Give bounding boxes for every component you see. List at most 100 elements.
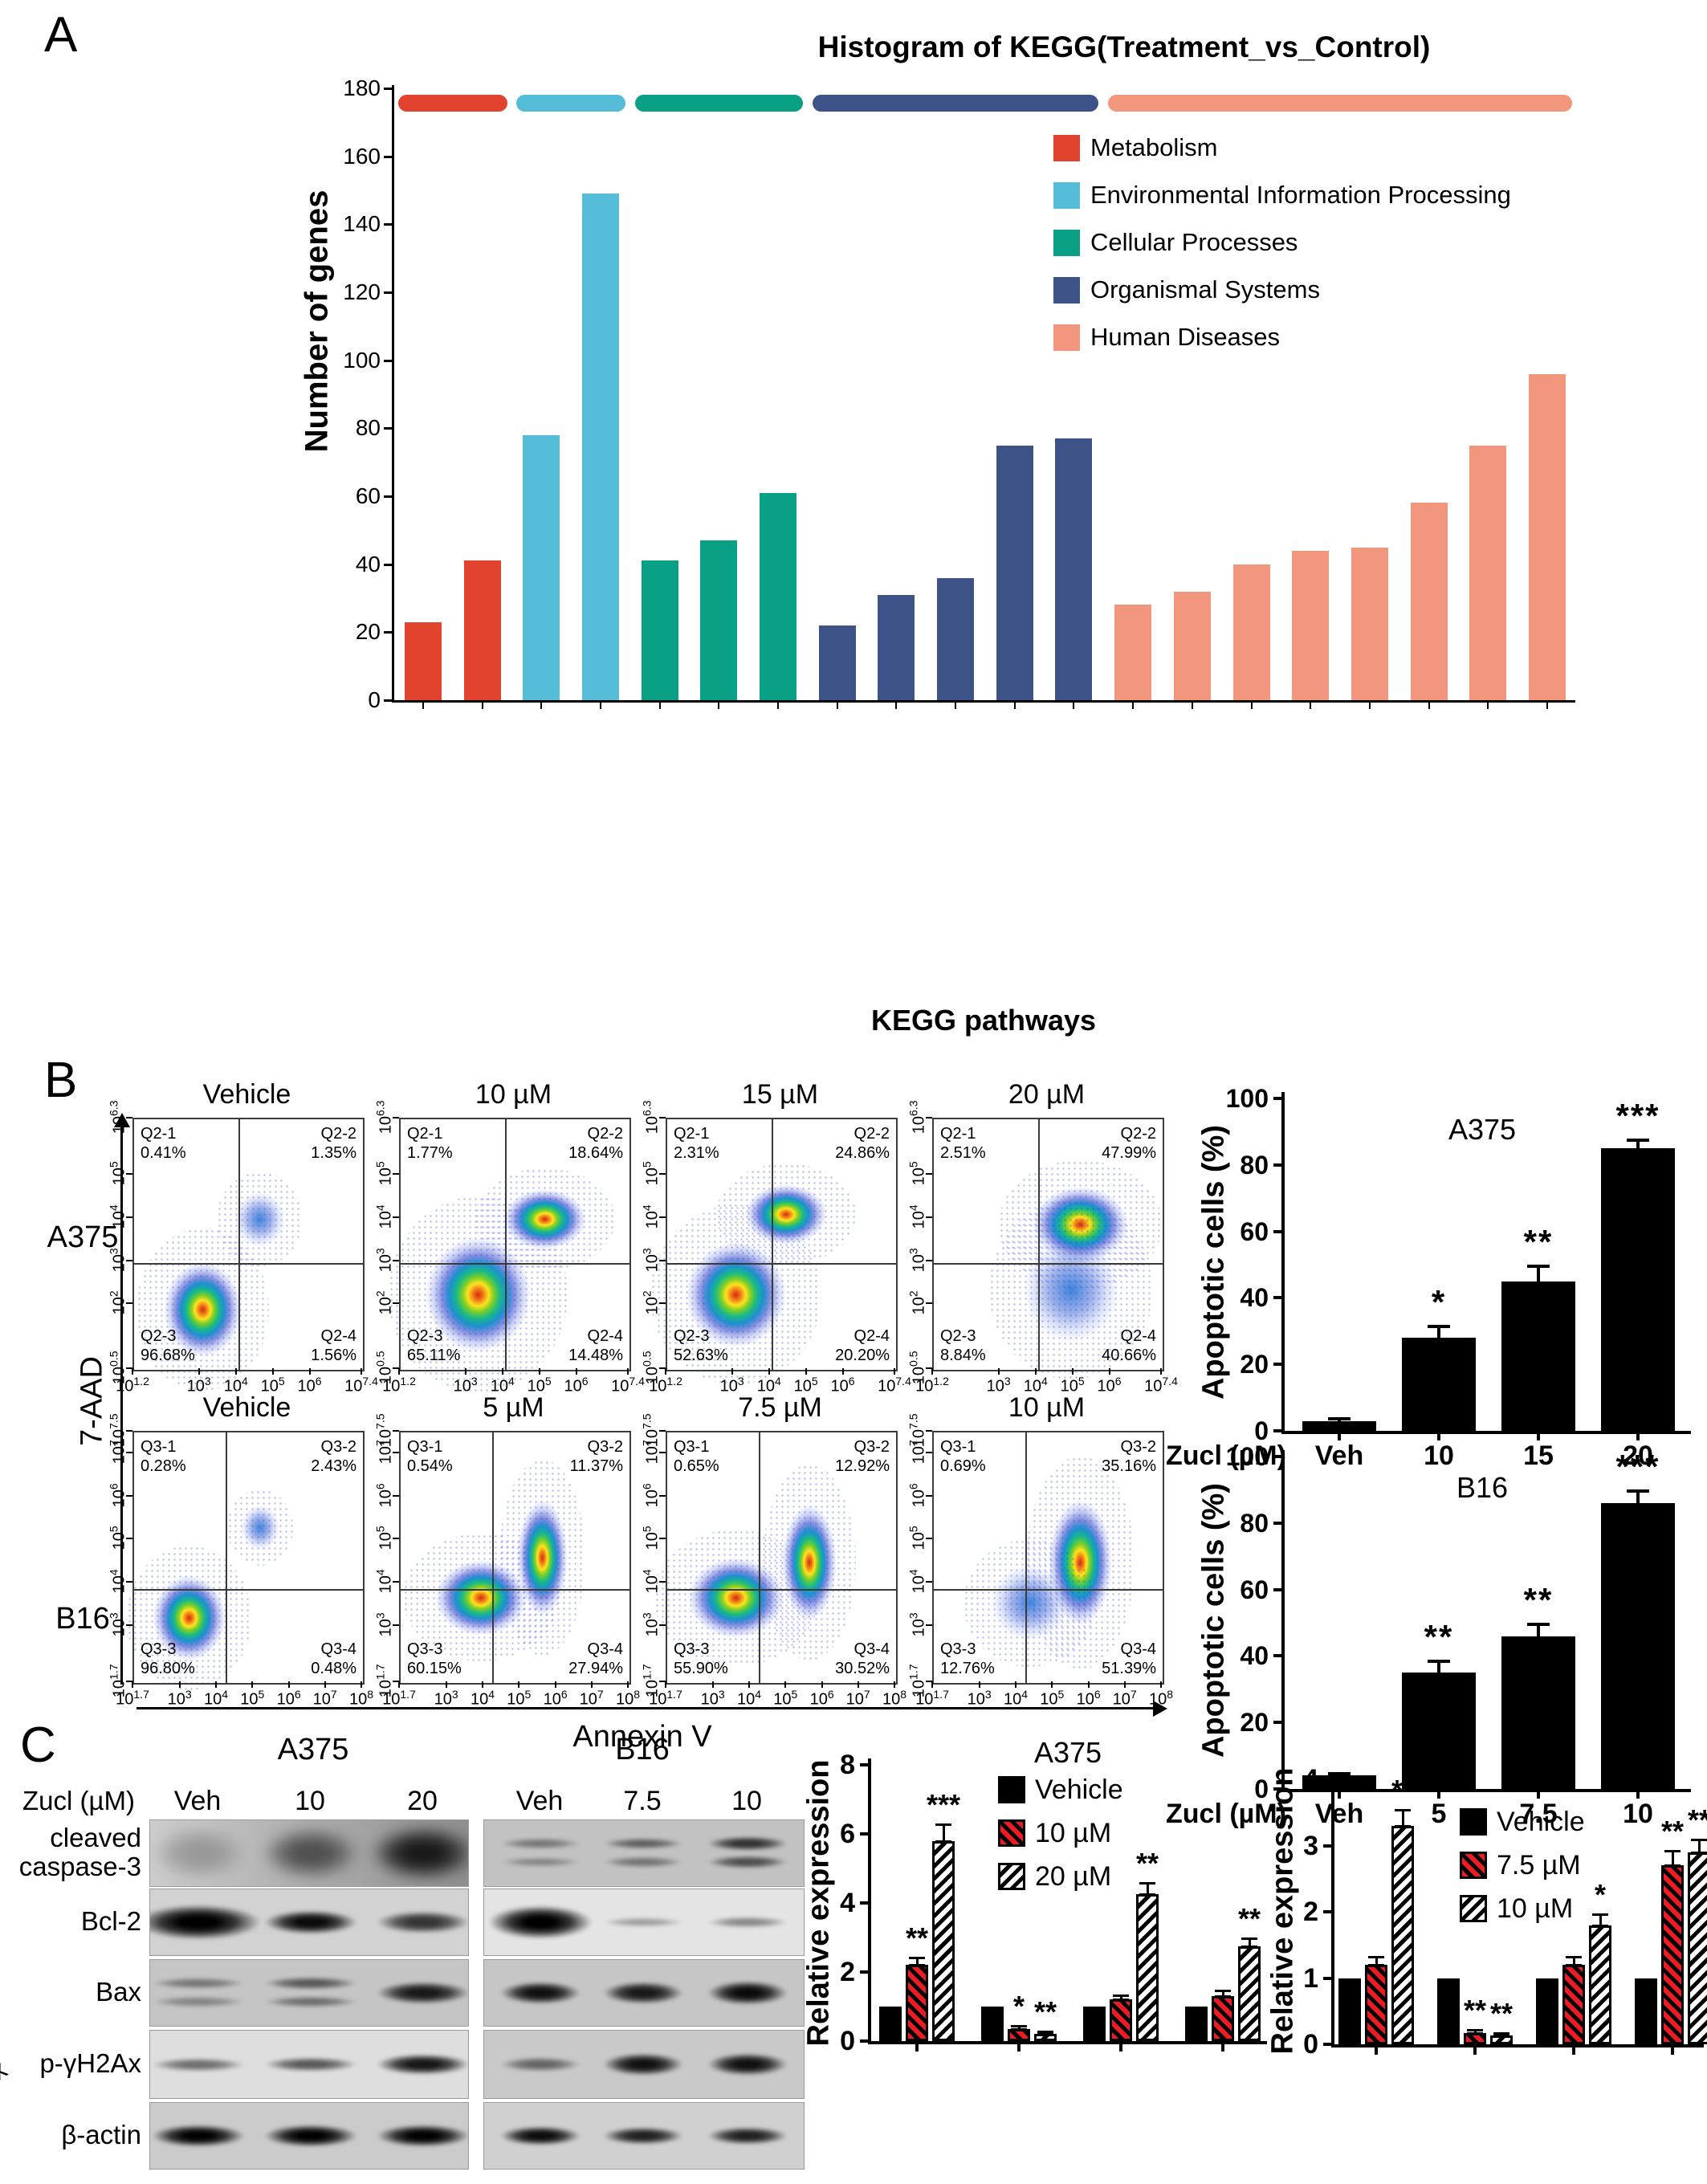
blot-row-label: Bcl-2	[80, 1905, 141, 1936]
apoptosis-y-tick-label: 60	[1240, 1575, 1269, 1604]
kegg-chart-title: Histogram of KEGG(Treatment_vs_Control)	[817, 31, 1431, 63]
flow-y-tick-label: 101.7	[906, 1664, 928, 1698]
flow-x-tick-label: 101.2	[915, 1375, 949, 1396]
scatter-cluster	[687, 1558, 784, 1638]
flow-y-tick-mark	[659, 1430, 666, 1432]
flow-x-tick-mark	[748, 1681, 751, 1688]
legend-item-label: Cellular Processes	[1090, 228, 1298, 256]
expression-y-tick-label: 1	[1303, 1962, 1318, 1994]
flow-x-tick-mark	[1015, 1681, 1017, 1688]
kegg-y-tick-mark	[384, 631, 392, 634]
flow-y-tick-mark	[393, 1494, 399, 1497]
legend-swatch-icon	[1460, 1895, 1487, 1922]
quadrant-hline	[134, 1589, 363, 1591]
kegg-group-span-environmental-information-processing	[516, 95, 626, 112]
kegg-y-tick-mark	[384, 155, 392, 158]
flow-x-tick-mark	[1108, 1368, 1110, 1375]
flow-x-tick-mark	[1071, 1368, 1073, 1375]
significance-stars: **	[1463, 1994, 1487, 2027]
flow-plot-title: 5 µM	[483, 1392, 544, 1423]
quadrant-vline	[1038, 1119, 1041, 1370]
flow-x-tick-mark	[857, 1681, 859, 1688]
apoptosis-y-tick-mark	[1273, 1296, 1281, 1300]
flow-y-tick-mark	[393, 1430, 399, 1432]
expression-x-tick-mark	[1119, 2044, 1122, 2052]
error-bar-cap	[1566, 1956, 1582, 1959]
quadrant-label-tr: Q2-2 24.86%	[835, 1125, 890, 1162]
expression-y-tick-mark	[860, 1970, 868, 1974]
apoptosis-x-tick-label: Veh	[1314, 1440, 1364, 1471]
flow-y-tick-label: 107.5	[640, 1413, 662, 1448]
blot-band	[603, 2126, 683, 2145]
apoptosis-y-tick-label: 80	[1240, 1150, 1269, 1180]
error-bar-cap	[1037, 2031, 1053, 2034]
quadrant-label-tl: Q2-1 2.31%	[674, 1125, 719, 1162]
kegg-x-tick-mark	[1368, 702, 1371, 709]
apoptosis-y-tick-label: 20	[1240, 1350, 1269, 1379]
flow-x-tick-label: 104	[756, 1375, 781, 1396]
flow-x-tick-label: 105	[1060, 1375, 1085, 1396]
flow-x-tick-label: 104	[203, 1688, 229, 1709]
expression-y-tick-label: 8	[840, 1750, 855, 1780]
error-bar-line	[1573, 1956, 1575, 1965]
expression-y-tick-label: 0	[840, 2026, 855, 2056]
flow-plot-b16-vehicle: Q3-1 0.28% Q3-2 2.43% Q3-3 96.80% Q3-4 0.48%	[126, 1431, 365, 1691]
scatter-cluster	[503, 1189, 586, 1250]
significance-stars: **	[1687, 1803, 1707, 1837]
flow-x-tick-mark	[518, 1681, 520, 1688]
flow-row-label-a375: A375	[47, 1220, 119, 1254]
apoptosis-bar	[1302, 1420, 1376, 1431]
flow-y-tick-label: 100.5	[640, 1351, 662, 1385]
apoptosis-x-tick-mark	[1636, 1792, 1640, 1799]
expression-y-tick-mark	[1323, 1778, 1331, 1781]
blot-band	[500, 2126, 581, 2145]
flow-x-tick-mark	[768, 1368, 770, 1375]
flow-x-tick-label: 103	[186, 1375, 211, 1396]
kegg-group-span-metabolism	[398, 95, 507, 112]
apoptosis-y-tick-label: 0	[1254, 1416, 1269, 1445]
flow-y-tick-mark	[126, 1624, 132, 1627]
scatter-cluster	[517, 1500, 568, 1616]
flow-y-tick-mark	[926, 1367, 932, 1369]
flow-x-tick-label: 107.4	[344, 1375, 378, 1396]
expression-bar	[1136, 1894, 1159, 2041]
flow-y-tick-label: 107.5	[107, 1413, 128, 1448]
expression-y-tick-label: 3	[1303, 1830, 1318, 1861]
expression-y-tick-mark	[1323, 1910, 1331, 1913]
flow-x-tick-mark	[234, 1368, 237, 1375]
blot-strip	[483, 1959, 805, 2027]
blot-band	[707, 1980, 788, 2006]
blot-dose-label: Zucl (µM)	[22, 1786, 135, 1815]
quadrant-hline	[667, 1589, 896, 1591]
kegg-y-axis-line	[392, 85, 394, 702]
apoptosis-y-axis-line	[1281, 1092, 1285, 1431]
legend-item-label: Metabolism	[1090, 133, 1218, 161]
flow-y-axis-arrowhead-icon	[114, 1113, 130, 1127]
kegg-y-tick-label: 0	[368, 687, 381, 712]
flow-plot-b16-5m: Q3-1 0.54% Q3-2 11.37% Q3-3 60.15% Q3-4 27.94%	[399, 1431, 631, 1685]
flow-x-tick-label: 106	[809, 1688, 834, 1709]
flow-y-tick-mark	[126, 1538, 132, 1540]
flow-x-tick-label: 103	[700, 1688, 725, 1709]
flow-y-tick-mark	[126, 1451, 132, 1453]
error-bar-cap	[1139, 1882, 1155, 1885]
kegg-x-tick-mark	[836, 702, 838, 709]
legend-swatch-icon	[1053, 135, 1080, 161]
expression-x-tick-mark	[1221, 2044, 1224, 2052]
legend-swatch-icon	[1053, 182, 1080, 209]
flow-plot-title: 7.5 µM	[738, 1392, 822, 1423]
kegg-x-tick-mark	[481, 702, 483, 709]
legend-item-label: Environmental Information Processing	[1090, 181, 1511, 209]
error-bar-cap	[1011, 2024, 1027, 2027]
quadrant-label-bl: Q2-3 8.84%	[940, 1327, 986, 1364]
flow-plot-title: 10 µM	[1008, 1392, 1086, 1423]
blot-row-label: p-γH2Ax	[39, 2048, 141, 2078]
quadrant-vline	[238, 1119, 241, 1370]
legend-item-label: Organismal Systems	[1090, 275, 1320, 304]
flow-y-tick-mark	[659, 1451, 666, 1453]
apoptosis-y-tick-label: 100	[1225, 1442, 1269, 1471]
flow-y-tick-mark	[393, 1302, 399, 1305]
flow-y-tick-label: 100.5	[107, 1351, 128, 1385]
kegg-y-tick-mark	[384, 359, 392, 362]
legend-item-label: Human Diseases	[1090, 323, 1281, 351]
